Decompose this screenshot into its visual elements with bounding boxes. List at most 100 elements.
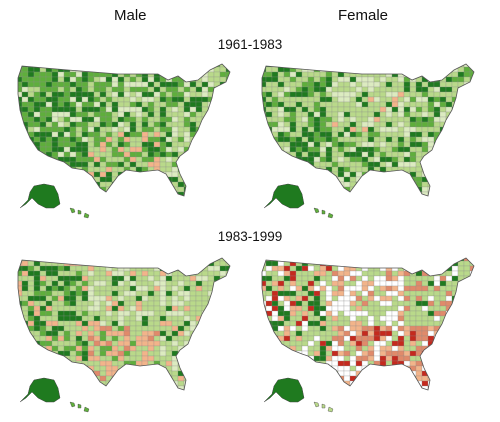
county-cell [75, 315, 83, 322]
county-cell [379, 111, 387, 118]
county-cell [277, 350, 285, 357]
county-cell [337, 365, 345, 372]
county-cell [295, 320, 303, 327]
county-cell [385, 340, 393, 347]
county-cell [123, 181, 131, 188]
county-cell [63, 96, 71, 103]
county-cell [451, 330, 459, 337]
county-cell [135, 330, 143, 337]
county-cell [262, 275, 267, 282]
county-cell [195, 360, 203, 367]
county-cell [457, 71, 465, 78]
county-cell [159, 325, 167, 332]
county-cell [421, 136, 429, 143]
county-cell [415, 275, 423, 282]
county-cell [69, 96, 77, 103]
county-cell [45, 156, 53, 163]
county-cell [117, 101, 125, 108]
county-cell [331, 106, 339, 113]
county-cell [331, 181, 339, 188]
county-cell [232, 321, 238, 326]
county-cell [385, 146, 393, 153]
county-cell [171, 106, 179, 113]
county-cell [141, 340, 149, 347]
county-cell [397, 335, 405, 342]
county-cell [159, 101, 167, 108]
county-cell [69, 365, 77, 372]
county-cell [81, 106, 89, 113]
county-cell [379, 365, 387, 372]
county-cell [225, 285, 230, 292]
county-cell [45, 66, 53, 73]
county-cell [105, 171, 113, 178]
county-cell [433, 280, 441, 287]
county-cell [265, 340, 273, 347]
county-cell [225, 375, 230, 382]
county-cell [350, 197, 356, 202]
county-cell [81, 305, 89, 312]
county-cell [397, 345, 405, 352]
county-cell [355, 64, 363, 68]
county-cell [415, 166, 423, 173]
county-cell [165, 131, 173, 138]
county-cell [283, 305, 291, 312]
county-cell [331, 71, 339, 78]
county-cell [87, 131, 95, 138]
us-border [261, 63, 475, 197]
county-cell [391, 146, 399, 153]
county-cell [136, 391, 142, 396]
county-cell [39, 350, 47, 357]
county-cell [457, 335, 465, 342]
county-cell [379, 91, 387, 98]
county-cell [313, 365, 321, 372]
county-cell [165, 285, 173, 292]
county-cell [457, 380, 465, 387]
county-cell [265, 186, 273, 193]
county-cell [232, 107, 238, 112]
county-cell [469, 335, 474, 342]
county-cell [433, 101, 441, 108]
county-cell [445, 76, 453, 83]
county-cell [422, 197, 428, 202]
county-cell [343, 111, 351, 118]
county-cell [445, 191, 453, 196]
county-cell [331, 275, 339, 282]
county-cell [177, 121, 185, 128]
hawaii [69, 207, 90, 219]
county-cell [301, 91, 309, 98]
county-cell [214, 391, 220, 396]
county-cell [262, 360, 267, 367]
county-cell [75, 96, 83, 103]
county-cell [165, 191, 173, 196]
county-cell [409, 121, 417, 128]
county-cell [367, 186, 375, 193]
county-cell [379, 315, 387, 322]
county-cell [63, 325, 71, 332]
county-cell [219, 181, 227, 188]
county-cell [295, 265, 303, 272]
county-cell [361, 161, 369, 168]
county-cell [373, 186, 381, 193]
county-cell [469, 360, 474, 367]
county-cell [81, 330, 89, 337]
county-cell [195, 136, 203, 143]
county-cell [39, 86, 47, 93]
county-cell [177, 111, 185, 118]
county-cell [159, 96, 167, 103]
county-cell [148, 197, 154, 202]
county-cell [469, 365, 474, 372]
county-cell [463, 385, 471, 390]
county-cell [129, 101, 137, 108]
county-cell [141, 365, 149, 372]
county-cell [171, 295, 179, 302]
county-cell [271, 375, 279, 382]
county-cell [81, 370, 89, 377]
county-cell [307, 360, 315, 367]
county-cell [331, 335, 339, 342]
county-cell [183, 81, 191, 88]
county-cell [213, 315, 221, 322]
county-cell [153, 111, 161, 118]
county-cell [397, 66, 405, 73]
county-cell [123, 295, 131, 302]
county-cell [99, 335, 107, 342]
